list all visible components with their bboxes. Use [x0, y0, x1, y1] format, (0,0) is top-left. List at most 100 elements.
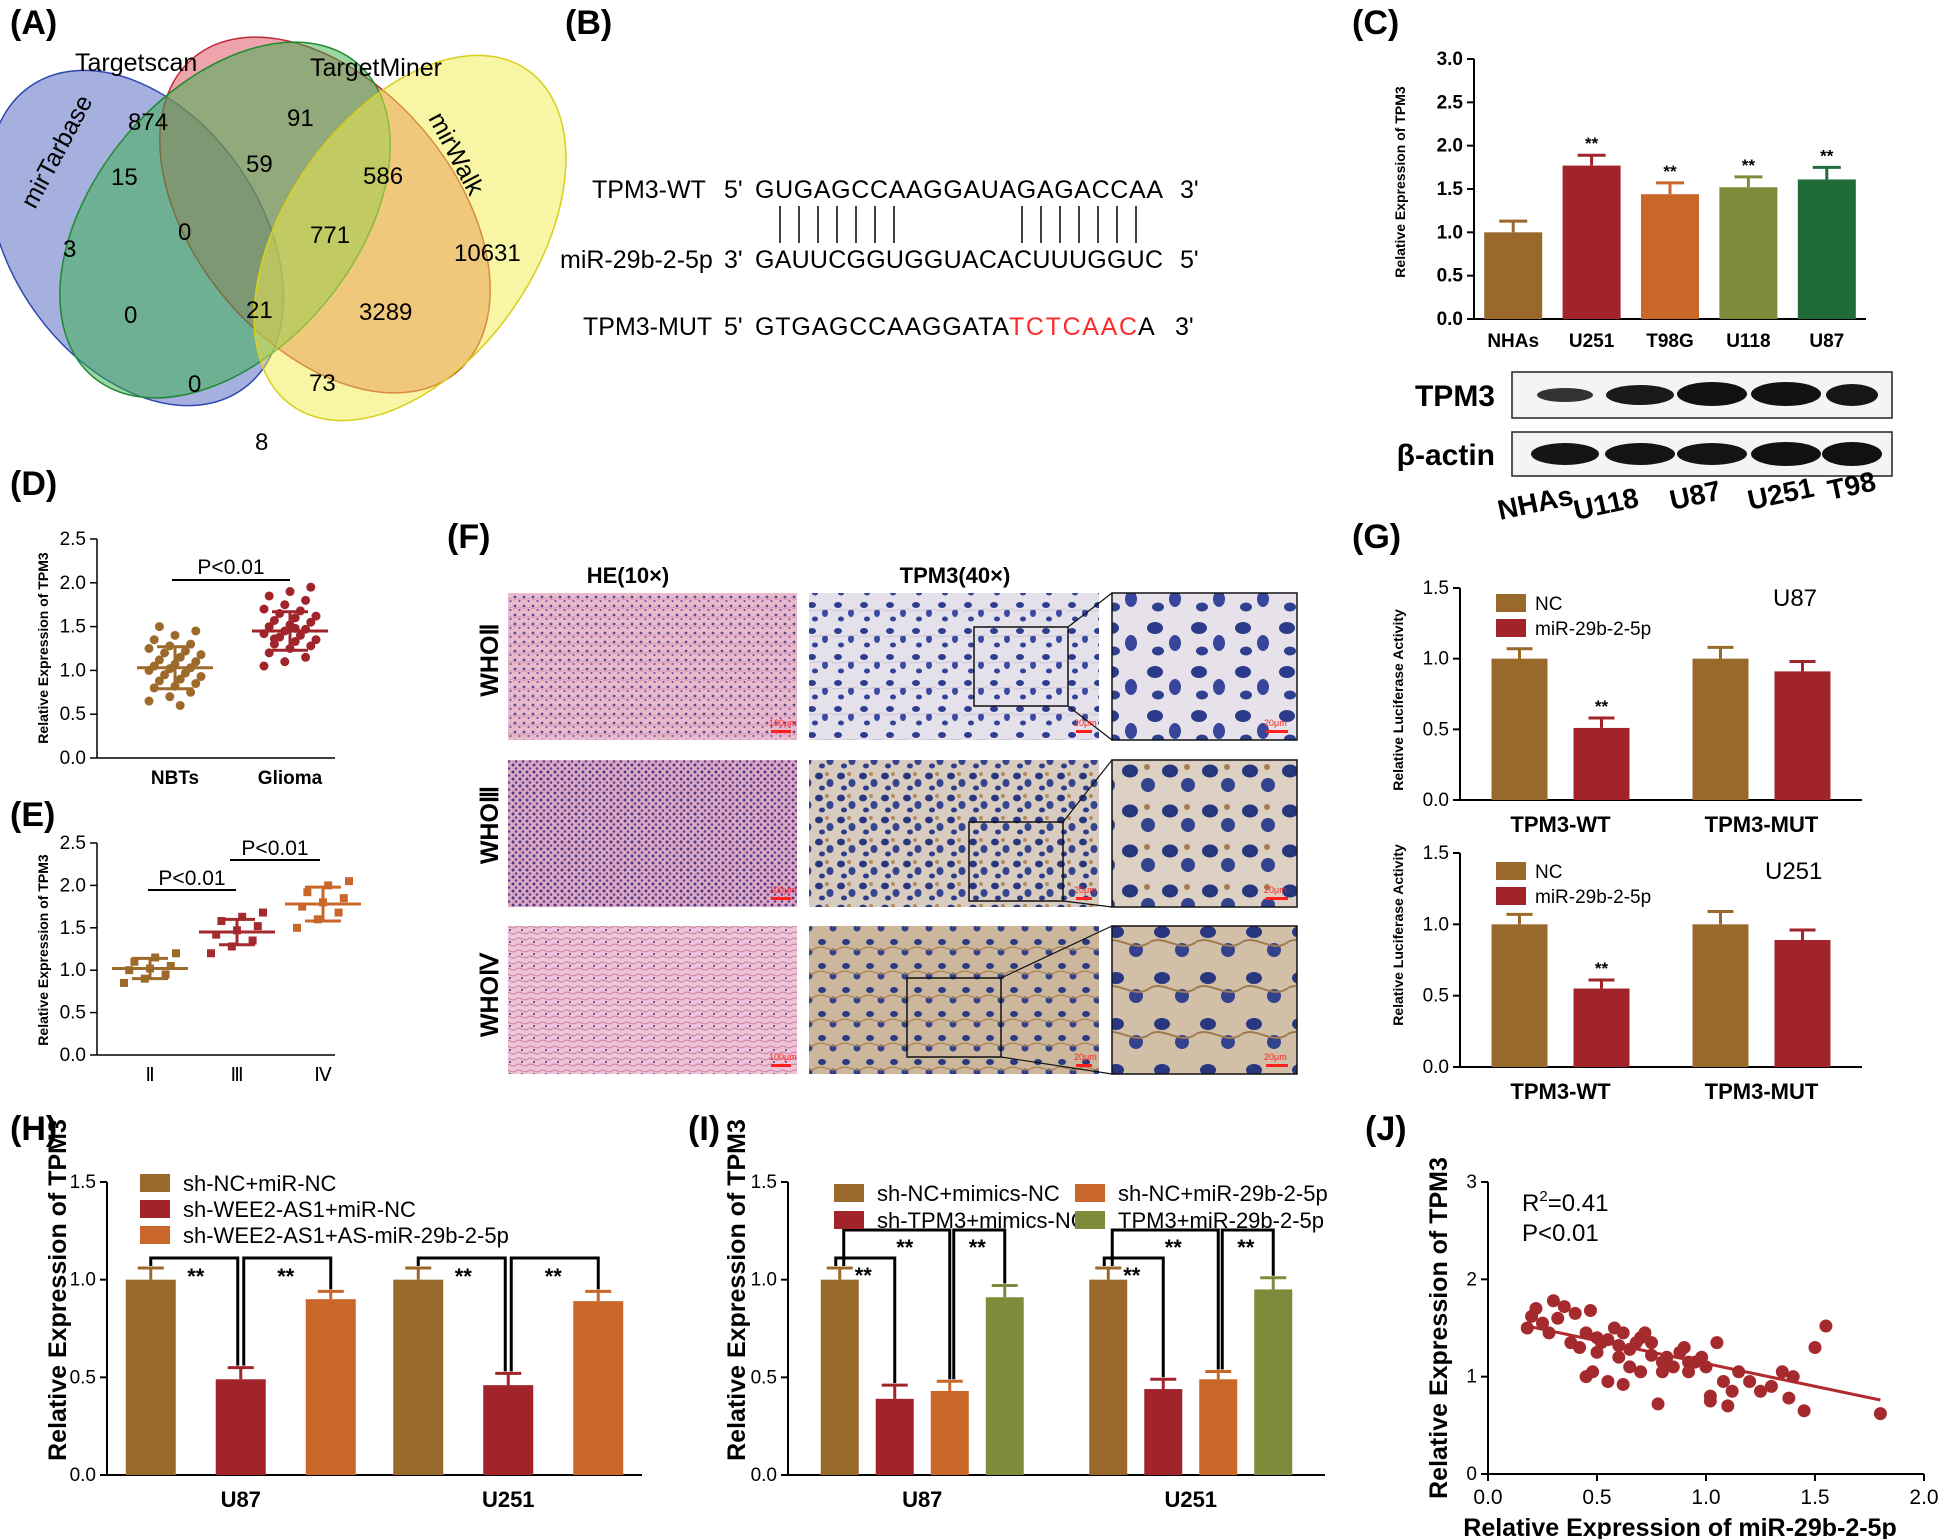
data-point: [238, 912, 247, 921]
y-tick-label: 3: [1466, 1172, 1477, 1193]
data-point: [172, 949, 180, 958]
he-image-who3: [508, 760, 797, 907]
blot-band: [1677, 382, 1747, 406]
data-point: [334, 908, 343, 917]
x-tick-label: TPM3-MUT: [1705, 812, 1819, 837]
seq-3prime-mut: 3': [1175, 313, 1194, 341]
blot-lane: U251: [1745, 472, 1817, 516]
chart-g-u87: 0.0 0.5 1.0 1.5 TPM3-WT TPM3-MUT **: [1423, 578, 1862, 837]
blot-band: [1531, 443, 1599, 465]
p-value-j: P<0.01: [1522, 1220, 1599, 1247]
significance-marker: **: [1595, 959, 1609, 978]
x-axis-label-j: Relative Expression of miR-29b-2-5p: [1463, 1514, 1896, 1539]
zoom-image-who3: [1111, 759, 1298, 908]
data-point: [253, 922, 262, 931]
y-tick-label: 1.0: [60, 960, 86, 981]
blot-band: [1826, 384, 1878, 406]
venn-count: 91: [287, 105, 314, 132]
bar: [985, 1297, 1024, 1475]
x-tick-label: U251: [1569, 331, 1615, 352]
y-tick-label: 2.0: [60, 573, 86, 594]
data-point: [191, 657, 201, 667]
y-tick-label: 1.0: [751, 1270, 777, 1291]
data-point: [259, 661, 269, 671]
y-tick-label: 0.0: [1423, 1057, 1449, 1078]
x-tick-label: NBTs: [151, 768, 199, 789]
y-tick-label: 0.5: [1423, 986, 1449, 1007]
panel-i: (I) 0.0 0.5 1.0 1.5 U87 U251 ** ** ** ** ** ** Rela…: [688, 1110, 1328, 1512]
data-point: [1725, 1384, 1739, 1398]
seq-3prime-mir: 3': [724, 246, 743, 274]
bar: [1144, 1389, 1183, 1475]
data-point: [1666, 1360, 1680, 1374]
histo-row-who2: WHOⅡ: [476, 623, 504, 696]
venn-set-mirwalk: [253, 54, 567, 422]
data-point: [166, 961, 175, 970]
y-axis-label-j: Relative Expression of TPM3: [1425, 1157, 1453, 1499]
data-point: [227, 942, 236, 951]
venn-count: 771: [310, 222, 350, 249]
panel-label-c: (C): [1352, 4, 1399, 42]
y-tick-label: 0.5: [60, 1003, 86, 1024]
y-tick-label: 1.5: [60, 918, 86, 939]
bar: [1562, 165, 1621, 319]
scale-label: 20μm: [1264, 718, 1287, 728]
scale-label: 20μm: [1074, 885, 1097, 895]
data-point: [1655, 1365, 1669, 1379]
data-point: [1682, 1355, 1696, 1369]
data-point: [144, 644, 154, 653]
data-point: [1638, 1326, 1652, 1340]
venn-count: 586: [363, 163, 403, 190]
data-point: [1579, 1326, 1593, 1340]
bar: [1573, 988, 1630, 1067]
scale-labels: 100μm 20μm 20μm 100μm 20μm 20μm 100μm 20…: [769, 718, 1287, 1062]
data-point: [311, 635, 321, 645]
data-point: [1586, 1365, 1600, 1379]
bar: [483, 1385, 534, 1475]
significance-marker: **: [896, 1235, 914, 1260]
y-tick-label: 2.5: [60, 529, 86, 550]
panel-g: (G) 0.0 0.5 1.0 1.5 TPM3-WT TPM3-MUT ** 0.0 0.5…: [1352, 518, 1862, 1104]
data-point: [191, 626, 201, 636]
x-tick-label: 0.0: [1473, 1486, 1502, 1509]
significance-marker: **: [1595, 697, 1609, 716]
x-tick-label: Ⅳ: [314, 1065, 332, 1086]
data-point: [154, 655, 164, 665]
chart-j: 0 1 2 3 0.0 0.5 1.0 1.5 2.0: [1466, 1172, 1938, 1509]
r2-value: =0.41: [1548, 1190, 1609, 1217]
significance-bracket: [242, 1256, 333, 1366]
y-axis-label-c: Relative Expression of TPM3: [1392, 86, 1408, 278]
significance-marker: **: [277, 1264, 295, 1289]
significance-marker: **: [855, 1263, 873, 1288]
data-point: [1612, 1339, 1626, 1353]
chart-h: 0.0 0.5 1.0 1.5 U87 U251 ** ** ** **: [70, 1172, 642, 1512]
panel-label-a: (A): [10, 4, 57, 42]
venn-count: 8: [255, 429, 268, 456]
chart-subtitle-u251: U251: [1765, 858, 1822, 885]
y-tick-label: 1.5: [1423, 843, 1449, 864]
x-tick-label: Ⅱ: [145, 1065, 154, 1086]
bar: [1484, 232, 1543, 319]
significance-marker: **: [455, 1264, 473, 1289]
data-point: [175, 700, 185, 710]
panel-label-f: (F): [447, 518, 490, 556]
legend-swatch-mir: [1496, 887, 1526, 905]
scale-label: 100μm: [769, 1052, 797, 1062]
data-point: [264, 622, 274, 632]
x-tick-label: TPM3-WT: [1510, 1079, 1611, 1104]
y-tick-label: 1: [1466, 1367, 1477, 1388]
data-point: [339, 894, 348, 903]
y-tick-label: 2.5: [60, 833, 86, 854]
data-point: [175, 652, 185, 662]
y-tick-label: 2.5: [1437, 92, 1464, 113]
x-tick-label: U87: [902, 1487, 942, 1512]
data-point: [301, 595, 311, 605]
data-point: [1797, 1404, 1811, 1418]
venn-count: 0: [178, 219, 191, 246]
bar: [930, 1391, 969, 1475]
blot-band: [1822, 442, 1882, 466]
x-tick-label: 2.0: [1909, 1486, 1938, 1509]
significance-bracket: [1102, 1256, 1165, 1378]
data-point: [1786, 1370, 1800, 1384]
data-point: [1764, 1379, 1778, 1393]
